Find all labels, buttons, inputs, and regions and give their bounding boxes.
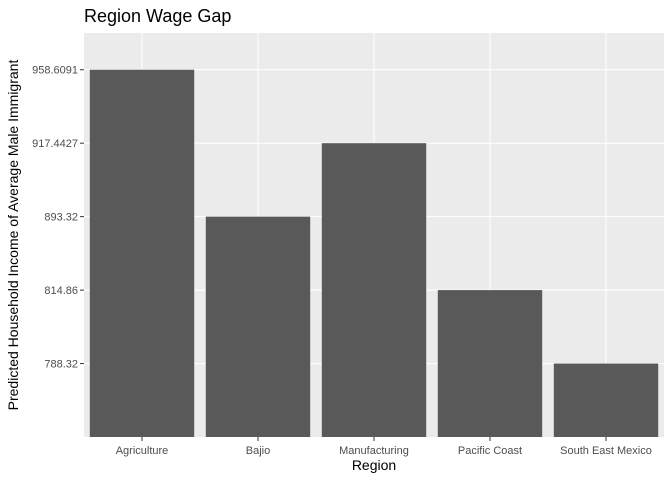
y-tick-label: 788.32 xyxy=(44,359,78,371)
y-tick-label: 814.86 xyxy=(44,285,78,297)
y-axis-title: Predicted Household Income of Average Ma… xyxy=(5,60,21,411)
x-tick-label: Agriculture xyxy=(116,445,169,457)
y-tick-label: 917.4427 xyxy=(32,138,78,150)
bar xyxy=(321,143,427,437)
bars xyxy=(89,69,659,438)
y-tick-label: 958.6091 xyxy=(32,65,78,77)
bar xyxy=(89,69,195,438)
x-tick-label: Bajio xyxy=(246,445,270,457)
bar xyxy=(205,216,311,437)
x-axis: Agriculture Bajio Manufacturing Pacific Coa… xyxy=(116,437,652,457)
x-axis-title: Region xyxy=(352,457,396,473)
y-tick-label: 893.32 xyxy=(44,212,78,224)
bar xyxy=(553,363,659,437)
bar xyxy=(437,290,543,437)
x-tick-label: South East Mexico xyxy=(560,445,652,457)
x-tick-label: Manufacturing xyxy=(339,445,409,457)
y-axis: 788.32 814.86 893.32 917.4427 958.6091 xyxy=(32,65,84,371)
chart-title: Region Wage Gap xyxy=(84,6,231,26)
x-tick-label: Pacific Coast xyxy=(458,445,522,457)
